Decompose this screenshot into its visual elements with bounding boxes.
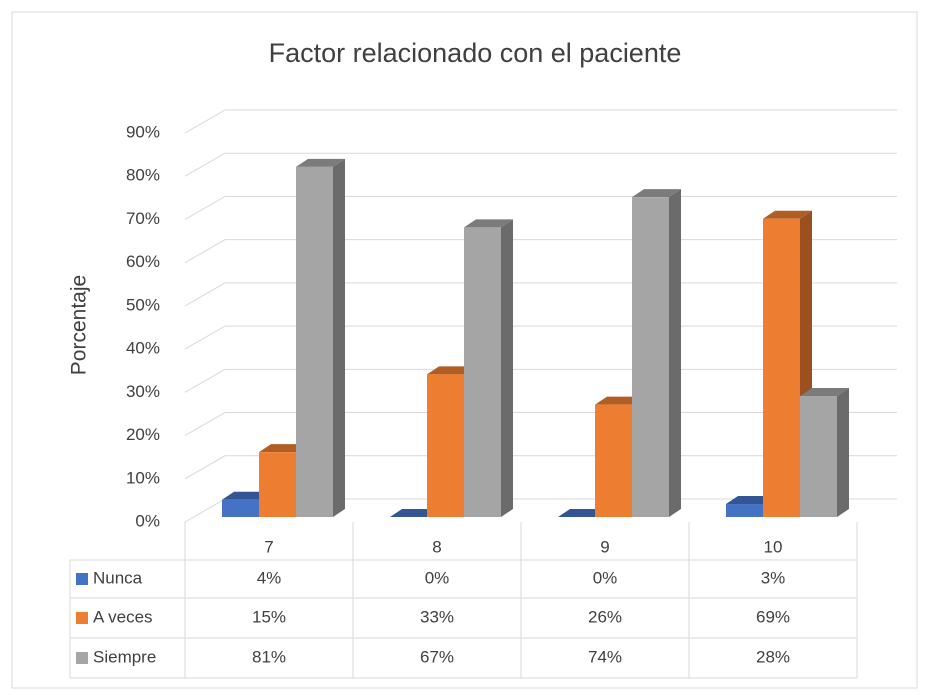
bar-face xyxy=(259,452,296,517)
y-tick-label: 30% xyxy=(126,382,160,401)
bar-face xyxy=(726,496,775,505)
y-tick-label: 90% xyxy=(126,122,160,141)
bar xyxy=(296,158,345,517)
table-cell: 81% xyxy=(252,647,286,666)
bar xyxy=(390,509,439,517)
x-tick-label: 10 xyxy=(764,537,783,556)
bar xyxy=(558,509,607,517)
bar-face xyxy=(222,491,271,500)
y-tick-label: 80% xyxy=(126,166,160,185)
grid-line xyxy=(184,109,897,134)
legend-label: A veces xyxy=(93,607,153,626)
y-tick-label: 50% xyxy=(126,295,160,314)
bar-face xyxy=(800,387,849,396)
legend-key xyxy=(76,573,88,585)
bar-face xyxy=(726,504,763,517)
bar-face xyxy=(595,404,632,517)
table-cell: 0% xyxy=(425,568,450,587)
bar-face xyxy=(558,509,607,517)
y-tick-label: 40% xyxy=(126,339,160,358)
legend-key xyxy=(76,652,88,664)
y-tick-label: 10% xyxy=(126,468,160,487)
y-tick-label: 20% xyxy=(126,425,160,444)
table-cell: 3% xyxy=(761,568,786,587)
bar xyxy=(800,387,849,517)
bar-face xyxy=(632,197,669,517)
bar-face xyxy=(259,444,308,453)
bar-face xyxy=(501,219,513,517)
y-tick-label: 60% xyxy=(126,252,160,271)
table-cell: 28% xyxy=(756,647,790,666)
bar-face xyxy=(800,395,837,517)
table-cell: 33% xyxy=(420,607,454,626)
bar-face xyxy=(222,499,259,517)
bar-face xyxy=(296,166,333,517)
grid-line xyxy=(184,152,897,177)
bar xyxy=(464,219,513,517)
x-tick-label: 9 xyxy=(600,537,609,556)
table-cell: 15% xyxy=(252,607,286,626)
bar-face xyxy=(390,509,439,517)
legend-label: Siempre xyxy=(93,647,156,666)
legend-label: Nunca xyxy=(93,568,143,587)
bar-face xyxy=(333,158,345,517)
table-cell: 4% xyxy=(257,568,282,587)
y-tick-label: 0% xyxy=(135,511,160,530)
table-cell: 0% xyxy=(593,568,618,587)
bar-face xyxy=(296,158,345,167)
chart-title: Factor relacionado con el paciente xyxy=(269,38,682,68)
bar xyxy=(632,189,681,517)
bar-face xyxy=(464,219,513,228)
table-cell: 67% xyxy=(420,647,454,666)
y-axis-label: Porcentaje xyxy=(68,275,91,375)
table-cell: 26% xyxy=(588,607,622,626)
bar-face xyxy=(427,366,476,375)
bar-face xyxy=(763,218,800,517)
y-tick-label: 70% xyxy=(126,209,160,228)
bar-face xyxy=(763,210,812,219)
x-tick-label: 8 xyxy=(432,537,441,556)
table-cell: 69% xyxy=(756,607,790,626)
bar-face xyxy=(595,396,644,405)
bar-face xyxy=(837,387,849,517)
bar-face xyxy=(427,374,464,517)
bar-face xyxy=(464,227,501,517)
bar-face xyxy=(669,189,681,517)
bar-face xyxy=(632,189,681,198)
legend-key xyxy=(76,612,88,624)
x-tick-label: 7 xyxy=(264,537,273,556)
table-cell: 74% xyxy=(588,647,622,666)
